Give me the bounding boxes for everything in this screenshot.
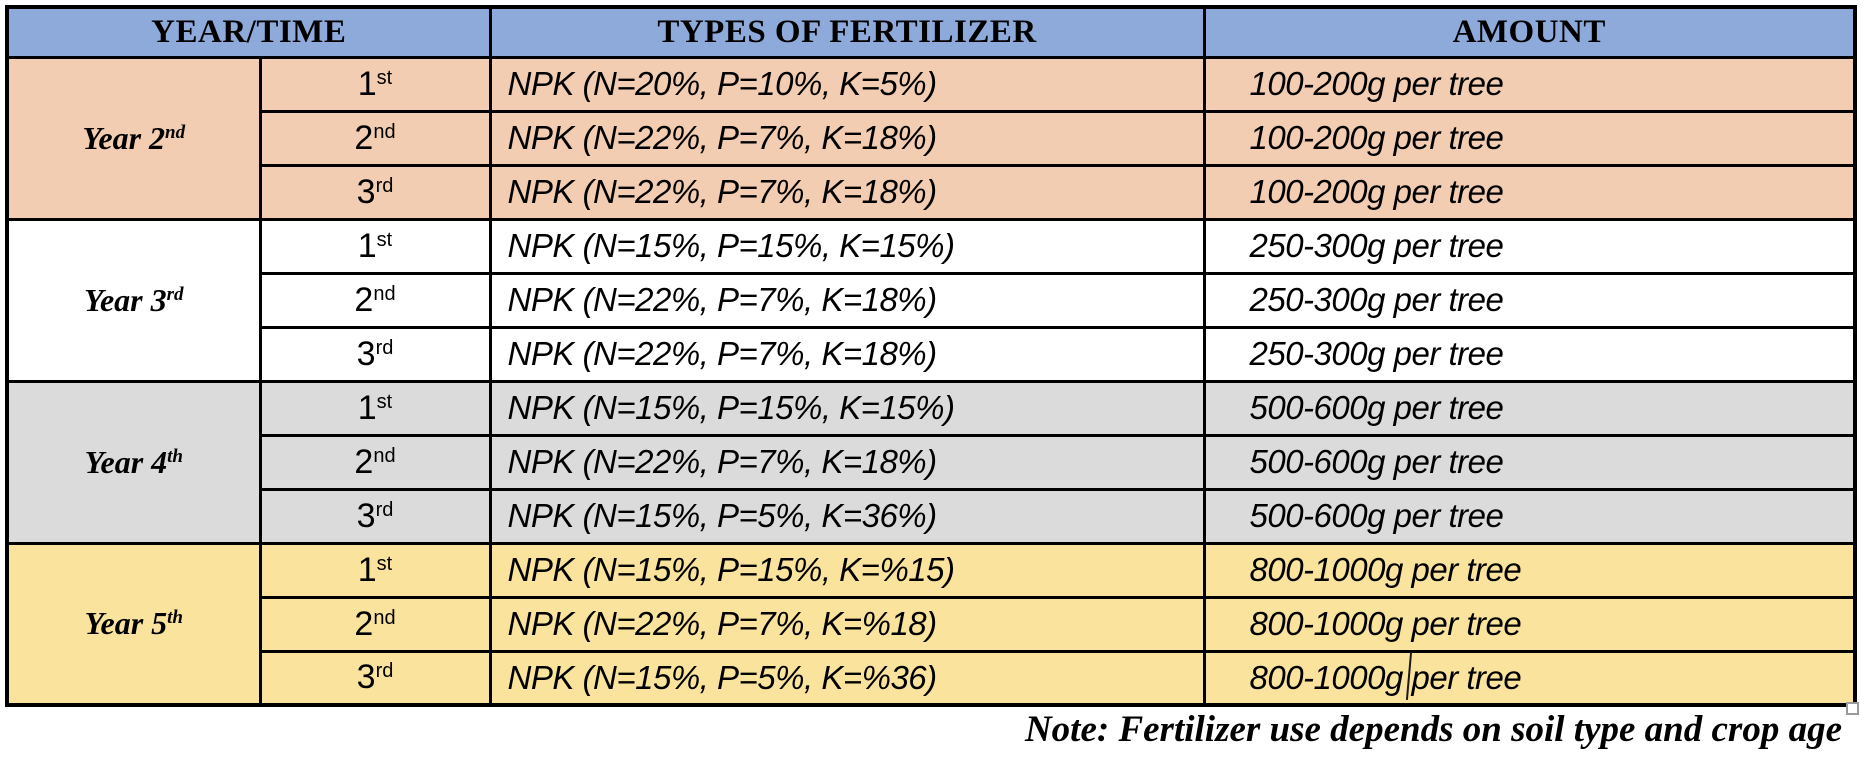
table-row: 3rd NPK (N=22%, P=7%, K=18%) 100-200g pe…: [7, 163, 1857, 221]
year-label: Year 4: [84, 443, 168, 480]
amount-cell: 250-300g per tree: [1202, 271, 1857, 329]
amount-cell: 800-1000g per tree: [1202, 649, 1857, 707]
amount-cell: 800-1000g per tree: [1202, 595, 1857, 653]
table-row: 3rd NPK (N=22%, P=7%, K=18%) 250-300g pe…: [7, 325, 1857, 383]
type-cell: NPK (N=15%, P=5%, K=36%): [488, 487, 1206, 545]
year-ordinal: rd: [166, 283, 184, 305]
table-row: Year 4th 1st NPK (N=15%, P=15%, K=15%) 5…: [5, 379, 1857, 545]
time-cell: 1st: [258, 217, 492, 275]
table-row: Year 3rd 1st NPK (N=15%, P=15%, K=15%) 2…: [5, 217, 1857, 383]
year-cell-4: Year 4th: [5, 379, 262, 545]
header-amount: AMOUNT: [1202, 5, 1857, 59]
table-row: 2nd NPK (N=22%, P=7%, K=18%) 100-200g pe…: [7, 109, 1857, 167]
type-cell: NPK (N=15%, P=15%, K=15%): [488, 217, 1206, 275]
year-cell-5: Year 5th: [5, 541, 262, 707]
time-ordinal: rd: [375, 336, 394, 359]
header-row: YEAR/TIME TYPES OF FERTILIZER AMOUNT: [5, 5, 1857, 59]
table-row: Year 2nd 1st NPK (N=20%, P=10%, K=5%) 10…: [5, 55, 1857, 221]
time-cell: 1st: [258, 379, 492, 437]
type-cell: NPK (N=22%, P=7%, K=%18): [488, 595, 1206, 653]
table-resize-handle[interactable]: [1846, 702, 1859, 715]
time-number: 1: [357, 388, 377, 427]
time-number: 3: [356, 334, 376, 373]
amount-cell: 800-1000g per tree: [1202, 541, 1857, 599]
header-year-time: YEAR/TIME: [5, 5, 492, 59]
time-ordinal: st: [376, 552, 393, 575]
time-ordinal: nd: [373, 606, 396, 629]
table-row: 3rd NPK (N=15%, P=5%, K=36%) 500-600g pe…: [7, 487, 1857, 545]
time-cell: 3rd: [258, 487, 492, 545]
table-row: Year 5th 1st NPK (N=15%, P=15%, K=%15) 8…: [5, 541, 1857, 707]
year-label: Year 5: [84, 605, 168, 642]
time-cell: 2nd: [258, 271, 492, 329]
time-number: 2: [354, 442, 374, 481]
year-ordinal: th: [167, 445, 183, 467]
time-number: 1: [357, 226, 377, 265]
type-cell: NPK (N=22%, P=7%, K=18%): [488, 163, 1206, 221]
year-cell-2: Year 2nd: [5, 55, 262, 221]
type-cell: NPK (N=22%, P=7%, K=18%): [488, 271, 1206, 329]
year-ordinal: th: [167, 607, 183, 629]
time-cell: 1st: [258, 541, 492, 599]
time-number: 2: [354, 604, 374, 643]
time-ordinal: st: [376, 66, 393, 89]
time-number: 3: [356, 658, 376, 697]
time-number: 2: [354, 118, 374, 157]
time-cell: 3rd: [258, 649, 492, 707]
time-ordinal: rd: [375, 498, 394, 521]
table-row: 2nd NPK (N=22%, P=7%, K=18%) 500-600g pe…: [7, 433, 1857, 491]
amount-cell: 250-300g per tree: [1202, 325, 1857, 383]
type-cell: NPK (N=15%, P=15%, K=%15): [488, 541, 1206, 599]
type-cell: NPK (N=15%, P=15%, K=15%): [488, 379, 1206, 437]
time-cell: 3rd: [258, 325, 492, 383]
time-number: 3: [356, 172, 376, 211]
type-cell: NPK (N=22%, P=7%, K=18%): [488, 325, 1206, 383]
time-ordinal: nd: [373, 120, 396, 143]
time-number: 3: [356, 496, 376, 535]
time-ordinal: st: [376, 228, 393, 251]
type-cell: NPK (N=20%, P=10%, K=5%): [488, 55, 1206, 113]
time-ordinal: rd: [375, 660, 394, 683]
header-types: TYPES OF FERTILIZER: [488, 5, 1206, 59]
time-ordinal: nd: [373, 282, 396, 305]
year-label: Year 3: [83, 281, 167, 318]
amount-cell: 100-200g per tree: [1202, 55, 1857, 113]
footnote: Note: Fertilizer use depends on soil typ…: [1024, 709, 1842, 750]
amount-cell: 500-600g per tree: [1202, 433, 1857, 491]
table-row: 2nd NPK (N=22%, P=7%, K=%18) 800-1000g p…: [7, 595, 1857, 653]
time-number: 1: [357, 550, 377, 589]
year-ordinal: nd: [165, 121, 186, 143]
fertilizer-table: YEAR/TIME TYPES OF FERTILIZER AMOUNT Yea…: [5, 5, 1857, 707]
type-cell: NPK (N=15%, P=5%, K=%36): [488, 649, 1206, 707]
time-cell: 1st: [258, 55, 492, 113]
type-cell: NPK (N=22%, P=7%, K=18%): [488, 433, 1206, 491]
time-number: 2: [354, 280, 374, 319]
time-cell: 2nd: [258, 109, 492, 167]
amount-cell: 100-200g per tree: [1202, 163, 1857, 221]
time-number: 1: [357, 64, 377, 103]
amount-cell: 500-600g per tree: [1202, 379, 1857, 437]
year-cell-3: Year 3rd: [5, 217, 262, 383]
year-label: Year 2: [82, 119, 166, 156]
time-ordinal: nd: [373, 444, 396, 467]
time-cell: 2nd: [258, 595, 492, 653]
table-row: 3rd NPK (N=15%, P=5%, K=%36) 800-1000g p…: [7, 649, 1857, 707]
amount-cell: 500-600g per tree: [1202, 487, 1857, 545]
time-ordinal: rd: [375, 174, 394, 197]
table-row: 2nd NPK (N=22%, P=7%, K=18%) 250-300g pe…: [7, 271, 1857, 329]
amount-cell: 250-300g per tree: [1202, 217, 1857, 275]
type-cell: NPK (N=22%, P=7%, K=18%): [488, 109, 1206, 167]
time-ordinal: st: [376, 390, 393, 413]
time-cell: 2nd: [258, 433, 492, 491]
amount-cell: 100-200g per tree: [1202, 109, 1857, 167]
time-cell: 3rd: [258, 163, 492, 221]
